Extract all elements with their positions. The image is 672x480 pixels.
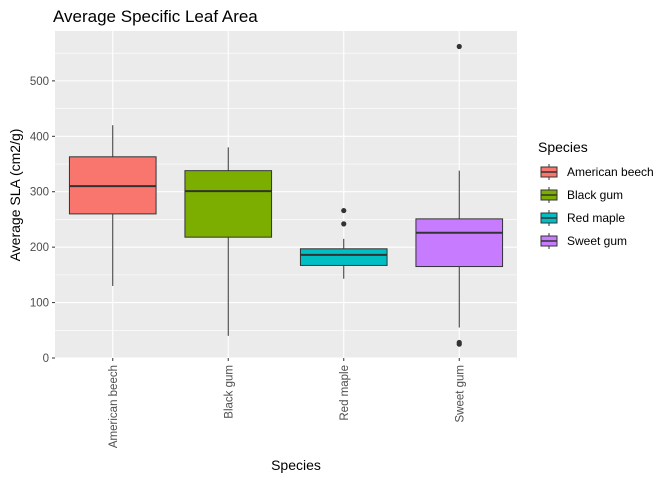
legend-title: Species xyxy=(538,139,588,155)
legend-label: American beech xyxy=(567,165,654,179)
y-tick-label: 200 xyxy=(30,242,49,254)
legend-item: American beech xyxy=(540,164,654,180)
boxes-layer xyxy=(68,43,504,347)
x-tick-label: Sweet gum xyxy=(454,365,466,423)
y-axis: 0 100 200 300 400 500 xyxy=(30,76,55,365)
box-black-gum xyxy=(184,147,273,336)
y-axis-title: Average SLA (cm2/g) xyxy=(7,129,23,262)
outlier-point xyxy=(456,339,462,346)
legend: Species American beech Black gum Red maple… xyxy=(538,139,654,249)
y-tick-label: 100 xyxy=(30,298,49,310)
legend-label: Black gum xyxy=(567,188,623,202)
y-tick-label: 0 xyxy=(43,353,49,365)
legend-label: Red maple xyxy=(567,211,625,225)
x-tick-label: Red maple xyxy=(339,365,351,421)
box-red-maple xyxy=(299,207,388,279)
x-axis: American beech Black gum Red maple Sweet gu… xyxy=(108,358,466,448)
y-tick-label: 400 xyxy=(30,131,49,143)
x-axis-title: Species xyxy=(271,457,321,473)
legend-item: Sweet gum xyxy=(540,233,627,249)
y-tick-label: 300 xyxy=(30,187,49,199)
box-body xyxy=(415,218,504,268)
x-tick-label: Black gum xyxy=(223,365,235,419)
y-tick-label: 500 xyxy=(30,76,49,88)
x-tick-label: American beech xyxy=(108,365,120,448)
legend-item: Black gum xyxy=(540,187,623,203)
outlier-point xyxy=(456,43,462,50)
legend-item: Red maple xyxy=(540,210,625,226)
chart-title: Average Specific Leaf Area xyxy=(53,7,258,26)
box-body xyxy=(184,170,273,238)
box-american-beech xyxy=(68,125,157,286)
box-sweet-gum xyxy=(415,43,504,347)
legend-label: Sweet gum xyxy=(567,234,627,248)
outlier-point xyxy=(341,207,347,214)
box-body xyxy=(299,248,388,266)
outlier-point xyxy=(341,221,347,227)
